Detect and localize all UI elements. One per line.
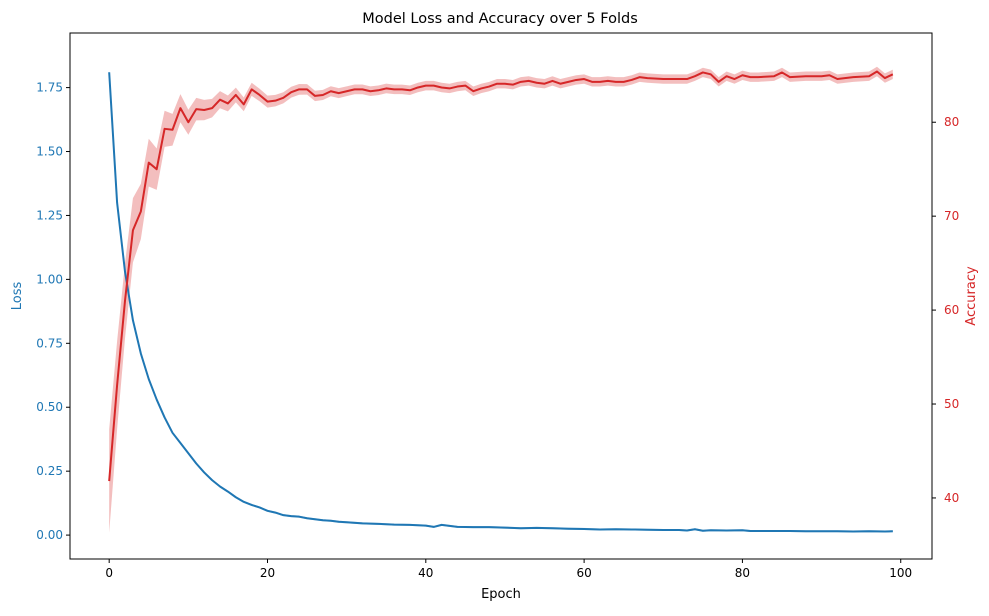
accuracy-line-layer bbox=[108, 70, 894, 482]
right-tick-label: 50 bbox=[944, 397, 959, 411]
right-axis-label: Accuracy bbox=[964, 266, 979, 326]
left-tick-label: 1.00 bbox=[36, 272, 63, 286]
left-tick-label: 0.50 bbox=[36, 400, 63, 414]
x-axis-ticks: 0 20 40 60 80 100 bbox=[105, 559, 912, 580]
accuracy-band-layer bbox=[109, 66, 893, 533]
chart-title: Model Loss and Accuracy over 5 Folds bbox=[362, 11, 638, 27]
loss-line-layer bbox=[108, 72, 893, 533]
x-tick-label: 100 bbox=[889, 566, 912, 580]
accuracy-line bbox=[108, 70, 894, 482]
right-tick-label: 60 bbox=[944, 303, 959, 317]
right-tick-label: 70 bbox=[944, 209, 959, 223]
loss-line bbox=[108, 72, 893, 533]
left-tick-label: 1.25 bbox=[36, 208, 63, 222]
left-tick-label: 1.50 bbox=[36, 145, 63, 159]
left-tick-label: 0.25 bbox=[36, 464, 63, 478]
x-tick-label: 20 bbox=[260, 566, 275, 580]
accuracy-confidence-band bbox=[109, 66, 893, 533]
right-axis-ticks: 40 50 60 70 80 bbox=[932, 115, 959, 505]
left-tick-label: 0.75 bbox=[36, 336, 63, 350]
left-axis-label: Loss bbox=[10, 282, 25, 311]
x-tick-label: 80 bbox=[735, 566, 750, 580]
plot-frame bbox=[69, 32, 933, 560]
left-axis-ticks: 0.00 0.25 0.50 0.75 1.00 1.25 1.50 1.75 bbox=[36, 81, 70, 542]
x-tick-label: 40 bbox=[418, 566, 433, 580]
left-tick-label: 1.75 bbox=[36, 81, 63, 95]
right-tick-label: 80 bbox=[944, 115, 959, 129]
x-tick-label: 60 bbox=[576, 566, 591, 580]
right-tick-label: 40 bbox=[944, 491, 959, 505]
x-tick-label: 0 bbox=[105, 566, 113, 580]
x-axis-label: Epoch bbox=[481, 587, 521, 602]
left-tick-label: 0.00 bbox=[36, 528, 63, 542]
